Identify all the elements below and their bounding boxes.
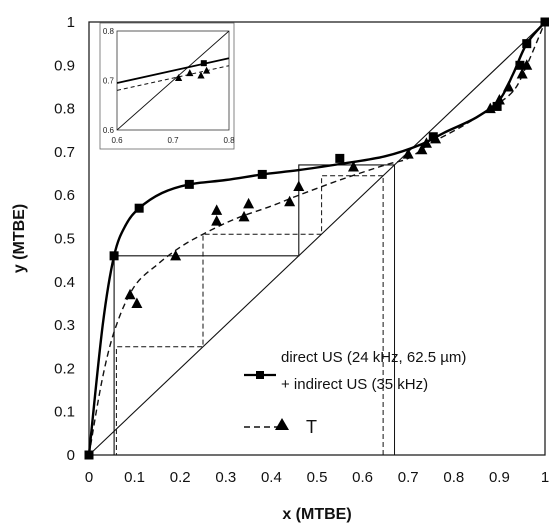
legend-label-series-1-line-1: direct US (24 kHz, 62.5 µm) bbox=[281, 349, 466, 366]
y-tick-label: 0.3 bbox=[54, 317, 75, 334]
series-2-point bbox=[293, 180, 305, 192]
dashed-stage-steps bbox=[115, 175, 384, 455]
solid-stage-steps bbox=[113, 164, 395, 455]
inset-y-tick-label: 0.8 bbox=[103, 27, 115, 36]
legend-label-series-2: T bbox=[306, 417, 317, 437]
x-tick-label: 0.3 bbox=[215, 469, 236, 486]
y-tick-label: 1 bbox=[67, 14, 75, 31]
x-tick-label: 0.8 bbox=[443, 469, 464, 486]
x-tick-label: 0.5 bbox=[307, 469, 328, 486]
series-2-point bbox=[170, 249, 182, 261]
plot-border bbox=[88, 21, 546, 456]
series-2-point bbox=[516, 67, 528, 79]
x-tick-label: 0.7 bbox=[398, 469, 419, 486]
legend-marker-series-1 bbox=[256, 371, 264, 379]
series-2-point bbox=[243, 197, 255, 209]
plot-frame bbox=[88, 21, 546, 456]
series-2-point bbox=[131, 297, 143, 308]
series-2-point bbox=[521, 59, 533, 70]
x-tick-label: 0.1 bbox=[124, 469, 145, 486]
series-layer bbox=[84, 17, 549, 460]
series-1-point bbox=[134, 203, 144, 213]
series-1-point bbox=[184, 179, 194, 189]
series-2-point bbox=[430, 132, 442, 144]
series-1-point bbox=[522, 39, 532, 49]
inset-triangle-point bbox=[175, 74, 183, 82]
y-tick-label: 0.6 bbox=[54, 187, 75, 204]
series-1-point bbox=[257, 169, 267, 179]
inset-solid-line bbox=[117, 57, 229, 84]
series-2-point bbox=[211, 204, 223, 215]
series-2-point bbox=[402, 148, 414, 159]
x-tick-label: 0.4 bbox=[261, 469, 282, 486]
inset-x-tick-label: 0.8 bbox=[223, 136, 235, 145]
x-tick-label: 0.9 bbox=[489, 469, 510, 486]
inset-zoom: 0.6 0.7 0.8 0.6 0.7 0.8 bbox=[99, 22, 235, 150]
inset-dashed-line bbox=[117, 65, 229, 91]
series-2-point bbox=[493, 93, 505, 105]
series-2-point bbox=[503, 80, 515, 92]
series-1-point bbox=[540, 17, 549, 27]
inset-y-tick-label: 0.6 bbox=[103, 126, 115, 135]
inset-content bbox=[117, 31, 229, 130]
axes-ticks: 0 0.1 0.2 0.3 0.4 0.5 0.6 0.7 0.8 0.9 1 0 0.1 0.2 0.3 0… bbox=[54, 14, 549, 486]
inset-triangle-point bbox=[186, 69, 194, 77]
y-tick-label: 0.8 bbox=[54, 101, 75, 118]
series-1-point bbox=[492, 101, 502, 111]
y-tick-label: 0.5 bbox=[54, 231, 75, 248]
x-tick-label: 0.6 bbox=[352, 469, 373, 486]
inset-plot-border bbox=[116, 30, 230, 131]
series-2-point bbox=[124, 288, 136, 300]
series-2-point bbox=[416, 143, 428, 155]
x-axis-label: x (MTBE) bbox=[282, 506, 351, 523]
series-2-point bbox=[238, 210, 250, 222]
series-1-point bbox=[109, 251, 119, 261]
y-tick-label: 0.1 bbox=[54, 404, 75, 421]
inset-square-point bbox=[200, 60, 207, 67]
x-tick-label: 0.2 bbox=[170, 469, 191, 486]
series-2-point bbox=[211, 215, 223, 226]
y-axis-label: y (MTBE) bbox=[11, 204, 28, 273]
series-1-point bbox=[428, 132, 438, 142]
legend-marker-series-2 bbox=[275, 418, 289, 430]
inset-x-tick-label: 0.7 bbox=[167, 136, 179, 145]
legend-label-series-1-line-2: + indirect US (35 kHz) bbox=[281, 376, 428, 393]
inset-y-tick-label: 0.7 bbox=[103, 77, 115, 86]
series-2-point bbox=[484, 102, 496, 114]
legend: direct US (24 kHz, 62.5 µm) + indirect U… bbox=[244, 349, 466, 437]
inset-x-tick-label: 0.6 bbox=[111, 136, 123, 145]
series-1-point bbox=[515, 60, 525, 70]
x-tick-label: 0 bbox=[85, 469, 93, 486]
series-1-point bbox=[335, 153, 345, 163]
inset-diagonal bbox=[117, 31, 229, 130]
y-tick-label: 0.4 bbox=[54, 274, 75, 291]
diagonal-line bbox=[88, 21, 546, 456]
inset-triangle-point bbox=[203, 66, 211, 74]
y-tick-label: 0.2 bbox=[54, 360, 75, 377]
y-tick-label: 0.7 bbox=[54, 144, 75, 161]
y-tick-label: 0 bbox=[67, 447, 75, 464]
series-1-point bbox=[84, 450, 94, 460]
y-tick-label: 0.9 bbox=[54, 57, 75, 74]
series-2-point bbox=[284, 195, 296, 207]
series-2-point bbox=[347, 161, 359, 172]
x-tick-label: 1 bbox=[541, 469, 549, 486]
inset-triangle-point bbox=[197, 71, 205, 79]
series-2-point bbox=[420, 137, 432, 148]
